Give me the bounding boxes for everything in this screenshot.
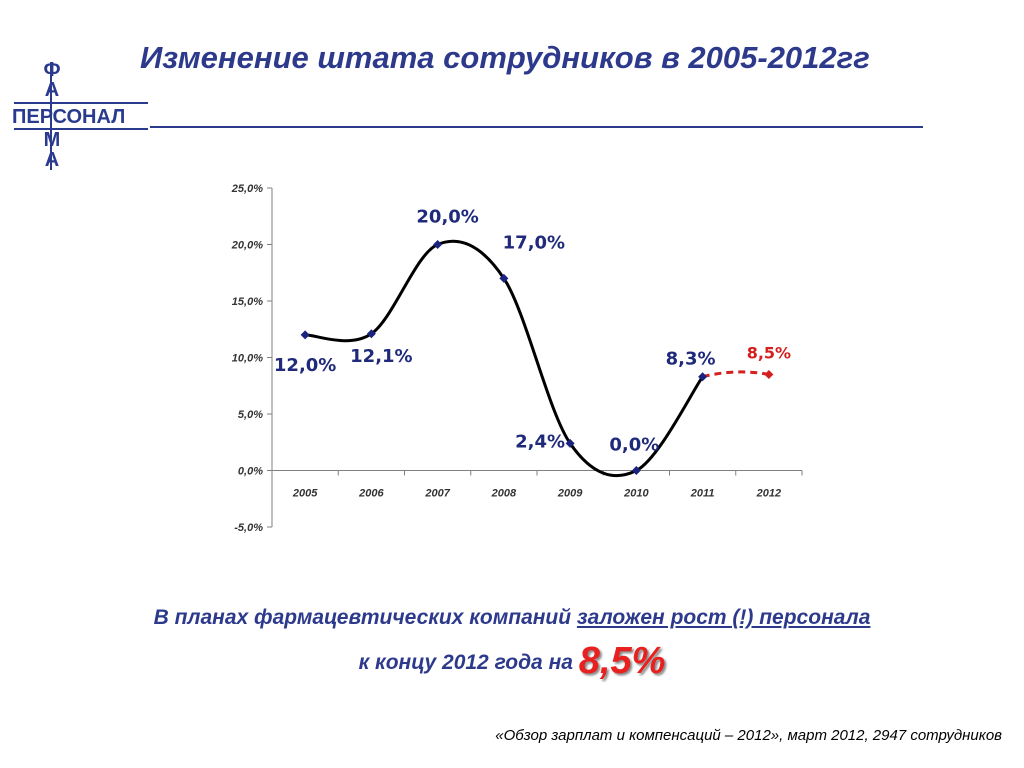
data-label: 8,3% [666, 349, 716, 370]
logo-letter: А [44, 149, 60, 171]
caption-line-2: к концу 2012 года на 8,5% [0, 640, 1024, 683]
data-point [565, 438, 575, 448]
y-tick-label: 0,0% [238, 466, 263, 478]
data-label: 20,0% [416, 207, 478, 228]
logo: Ф А ПЕРСОНАЛ М А [10, 58, 150, 173]
logo-cross-horizontal-bottom [14, 128, 148, 130]
data-label: 12,1% [350, 346, 412, 367]
logo-cross-vertical [50, 62, 52, 170]
y-tick-label: 10,0% [232, 353, 263, 365]
x-tick-label: 2012 [756, 488, 781, 500]
forecast-line [702, 370, 770, 379]
data-point [499, 273, 509, 283]
y-tick-label: 25,0% [231, 183, 263, 195]
data-point [366, 329, 376, 339]
x-tick-label: 2007 [424, 488, 450, 500]
x-tick-label: 2006 [358, 488, 384, 500]
data-point [631, 466, 641, 475]
highlight-value: 8,5% [578, 640, 666, 682]
page-title: Изменение штата сотрудников в 2005-2012г… [140, 40, 870, 75]
logo-letter: А [44, 79, 60, 101]
data-label: 12,0% [274, 355, 336, 376]
x-tick-label: 2009 [557, 488, 583, 500]
y-tick-label: 5,0% [238, 409, 263, 421]
x-tick-label: 2008 [491, 488, 517, 500]
data-point [764, 369, 774, 379]
caption-line-1: В планах фармацевтических компаний залож… [0, 606, 1024, 630]
data-label: 17,0% [503, 232, 565, 253]
source-note: «Обзор зарплат и компенсаций – 2012», ма… [495, 727, 1002, 744]
x-tick-label: 2010 [623, 488, 649, 500]
caption-text: В планах фармацевтических компаний [153, 606, 577, 629]
caption-underlined: заложен рост (!) персонала [576, 606, 871, 629]
caption-text: к концу 2012 года на [358, 651, 579, 674]
logo-cross-horizontal-top [14, 102, 148, 104]
x-tick-label: 2005 [292, 488, 318, 500]
y-tick-label: 15,0% [232, 296, 263, 308]
title-divider [150, 126, 923, 128]
data-label: 8,5% [747, 343, 791, 362]
data-point [698, 372, 708, 382]
line-chart: 25,0%20,0%15,0%10,0%5,0%0,0%-5,0% 2005 20… [231, 183, 803, 534]
data-labels: 12,0% 12,1% 20,0% 17,0% 2,4% 0,0% 8,3% 8,5% [274, 207, 791, 456]
data-point [433, 240, 443, 249]
data-label: 2,4% [515, 431, 565, 452]
logo-letter: Ф [43, 59, 61, 81]
x-tick-label: 2011 [690, 488, 715, 500]
y-tick-label: 20,0% [231, 240, 263, 252]
logo-word: ПЕРСОНАЛ [12, 106, 126, 128]
logo-letter: М [43, 129, 61, 151]
series [300, 239, 774, 478]
data-point [300, 330, 310, 340]
x-axis: 2005 2006 2007 2008 2009 2010 2011 2012 [271, 470, 803, 500]
data-label: 0,0% [609, 435, 659, 456]
y-axis: 25,0% 20,0% 15,0% 10,0% 5,0% 0,0% -5,0% [231, 183, 273, 534]
y-tick-label: -5,0% [234, 522, 263, 534]
